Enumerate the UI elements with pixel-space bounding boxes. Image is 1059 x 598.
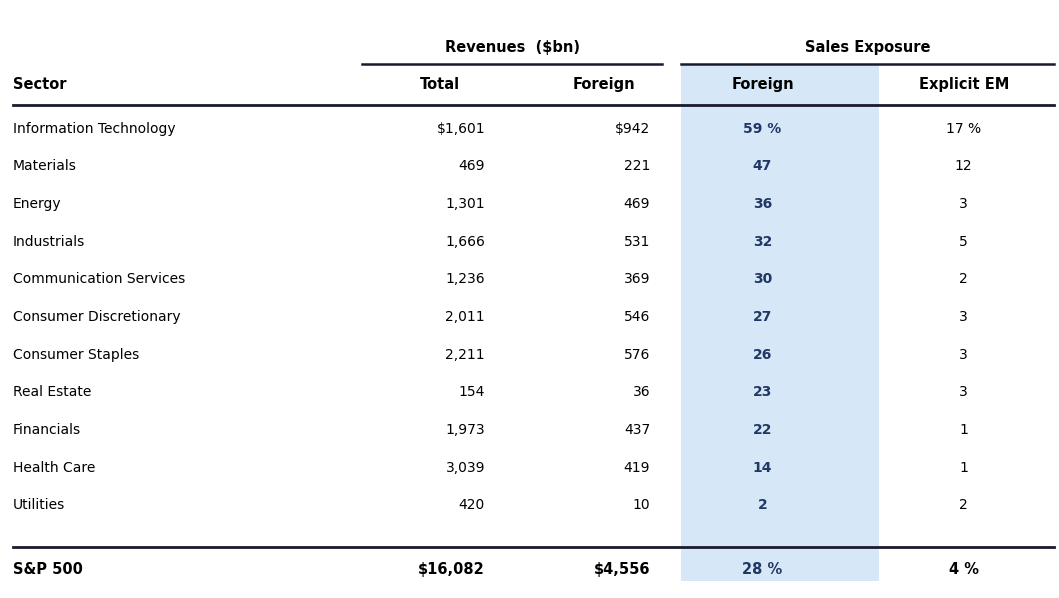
Text: 26: 26 <box>753 347 772 362</box>
Text: $16,082: $16,082 <box>418 562 485 577</box>
Text: 3,039: 3,039 <box>446 460 485 475</box>
Text: 369: 369 <box>624 272 650 286</box>
Text: Communication Services: Communication Services <box>13 272 185 286</box>
Text: 5: 5 <box>959 234 968 249</box>
Text: 1,301: 1,301 <box>446 197 485 211</box>
Text: Consumer Staples: Consumer Staples <box>13 347 139 362</box>
Text: 420: 420 <box>459 498 485 512</box>
Text: 221: 221 <box>624 159 650 173</box>
Text: 32: 32 <box>753 234 772 249</box>
Text: 3: 3 <box>959 197 968 211</box>
Text: 47: 47 <box>753 159 772 173</box>
Text: 59 %: 59 % <box>743 121 782 136</box>
Text: Foreign: Foreign <box>731 77 794 93</box>
Text: 1,973: 1,973 <box>446 423 485 437</box>
Text: 10: 10 <box>632 498 650 512</box>
Text: Utilities: Utilities <box>13 498 65 512</box>
Text: 469: 469 <box>624 197 650 211</box>
Text: Total: Total <box>419 77 460 93</box>
Text: 28 %: 28 % <box>742 562 783 577</box>
Text: 3: 3 <box>959 385 968 399</box>
Text: Sales Exposure: Sales Exposure <box>805 40 930 56</box>
Text: 23: 23 <box>753 385 772 399</box>
Text: 437: 437 <box>624 423 650 437</box>
Text: Energy: Energy <box>13 197 61 211</box>
Text: 3: 3 <box>959 310 968 324</box>
Text: 531: 531 <box>624 234 650 249</box>
Text: Industrials: Industrials <box>13 234 85 249</box>
Text: 469: 469 <box>459 159 485 173</box>
Text: 2: 2 <box>959 272 968 286</box>
Text: 419: 419 <box>624 460 650 475</box>
Text: Real Estate: Real Estate <box>13 385 91 399</box>
Text: $942: $942 <box>615 121 650 136</box>
Text: 27: 27 <box>753 310 772 324</box>
Text: 36: 36 <box>632 385 650 399</box>
Text: $4,556: $4,556 <box>594 562 650 577</box>
Text: 546: 546 <box>624 310 650 324</box>
Text: 12: 12 <box>955 159 972 173</box>
Text: 14: 14 <box>753 460 772 475</box>
Text: 1: 1 <box>959 460 968 475</box>
Text: 2,211: 2,211 <box>446 347 485 362</box>
Text: 2: 2 <box>959 498 968 512</box>
Text: Revenues  ($bn): Revenues ($bn) <box>445 40 579 56</box>
Text: 154: 154 <box>459 385 485 399</box>
Text: Sector: Sector <box>13 77 67 93</box>
Text: S&P 500: S&P 500 <box>13 562 83 577</box>
Text: 1,666: 1,666 <box>445 234 485 249</box>
Text: Health Care: Health Care <box>13 460 95 475</box>
Text: 17 %: 17 % <box>946 121 982 136</box>
Text: Materials: Materials <box>13 159 76 173</box>
Text: 22: 22 <box>753 423 772 437</box>
Text: 36: 36 <box>753 197 772 211</box>
Text: 576: 576 <box>624 347 650 362</box>
Text: 3: 3 <box>959 347 968 362</box>
Text: Foreign: Foreign <box>572 77 635 93</box>
Text: 2: 2 <box>757 498 768 512</box>
Text: Financials: Financials <box>13 423 80 437</box>
Text: 2,011: 2,011 <box>446 310 485 324</box>
Text: 1,236: 1,236 <box>446 272 485 286</box>
Text: Information Technology: Information Technology <box>13 121 176 136</box>
Text: 1: 1 <box>959 423 968 437</box>
Text: 4 %: 4 % <box>949 562 979 577</box>
Text: 30: 30 <box>753 272 772 286</box>
Bar <box>681 64 879 581</box>
Text: Consumer Discretionary: Consumer Discretionary <box>13 310 180 324</box>
Text: Explicit EM: Explicit EM <box>918 77 1009 93</box>
Text: $1,601: $1,601 <box>436 121 485 136</box>
